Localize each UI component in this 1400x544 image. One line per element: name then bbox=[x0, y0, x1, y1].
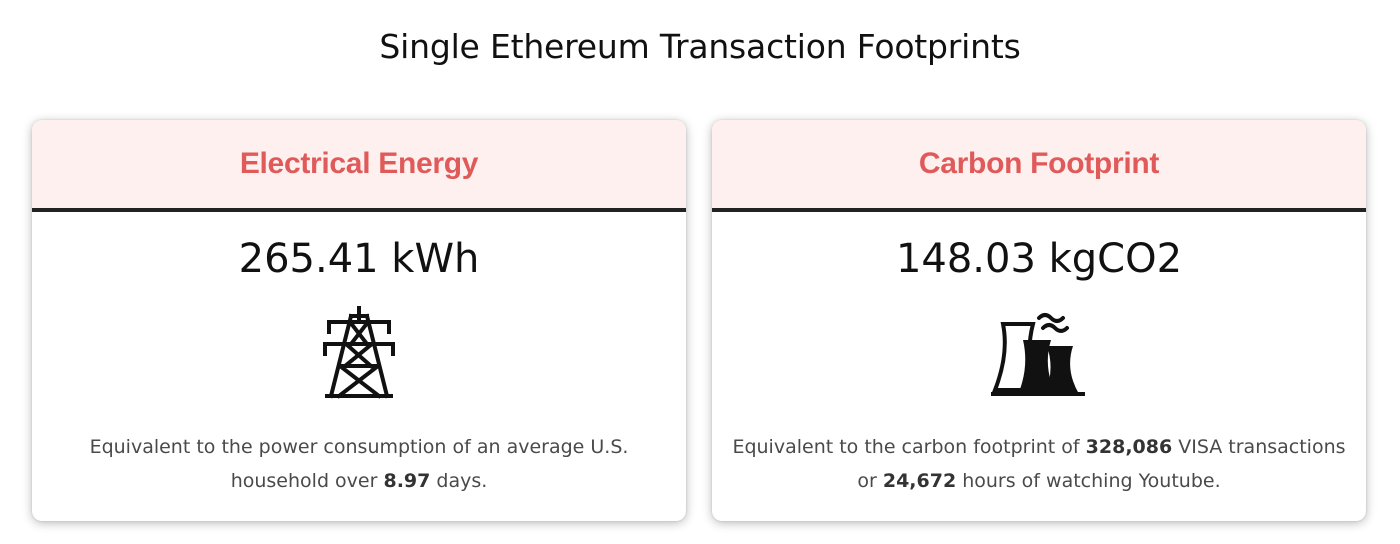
days-value: 8.97 bbox=[383, 470, 431, 492]
card-header: Electrical Energy bbox=[32, 120, 686, 212]
visa-transactions-value: 328,086 bbox=[1085, 436, 1173, 458]
desc-text: Equivalent to the carbon footprint of bbox=[732, 436, 1086, 458]
factory-cooling-towers-icon bbox=[712, 304, 1366, 400]
carbon-footprint-card: Carbon Footprint 148.03 kgCO2 Equivalent… bbox=[712, 120, 1366, 521]
desc-text: Equivalent to the power consumption of a… bbox=[89, 436, 629, 492]
electrical-energy-card: Electrical Energy 265.41 kWh bbox=[32, 120, 686, 521]
page-title: Single Ethereum Transaction Footprints bbox=[379, 27, 1021, 66]
card-header: Carbon Footprint bbox=[712, 120, 1366, 212]
card-title: Electrical Energy bbox=[239, 147, 479, 180]
carbon-value: 148.03 kgCO2 bbox=[895, 236, 1183, 282]
desc-text: hours of watching Youtube. bbox=[956, 470, 1221, 492]
energy-description: Equivalent to the power consumption of a… bbox=[52, 430, 666, 498]
energy-value: 265.41 kWh bbox=[238, 236, 480, 282]
desc-text: VISA transactions or bbox=[857, 436, 1346, 492]
carbon-description: Equivalent to the carbon footprint of 32… bbox=[732, 430, 1346, 498]
power-tower-icon bbox=[32, 304, 686, 400]
desc-text: days. bbox=[430, 470, 488, 492]
youtube-hours-value: 24,672 bbox=[882, 470, 957, 492]
card-title: Carbon Footprint bbox=[918, 147, 1160, 180]
